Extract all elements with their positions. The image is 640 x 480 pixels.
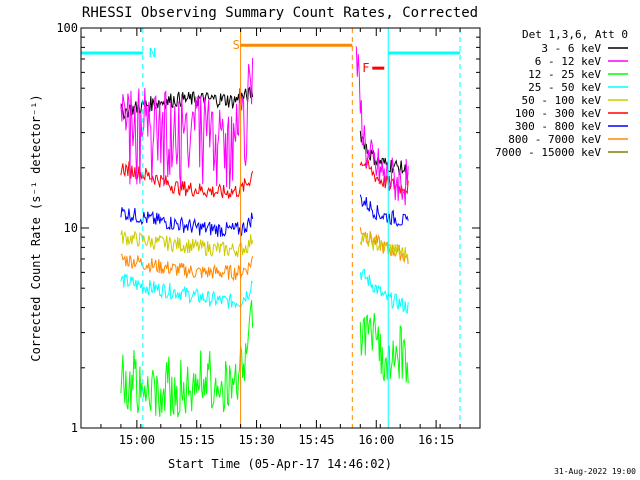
legend-entry-label: 50 - 100 keV [522, 94, 602, 107]
series-line [359, 194, 409, 228]
series-line [120, 57, 254, 190]
plot-frame [80, 27, 481, 429]
y-tick-label: 10 [64, 221, 78, 235]
x-tick-label: 16:15 [418, 433, 454, 447]
y-axis-label: Corrected Count Rate (s⁻¹ detector⁻¹) [29, 94, 43, 361]
series-line [355, 46, 409, 206]
series-line [120, 230, 254, 258]
legend-entry-label: 6 - 12 keV [535, 55, 602, 68]
x-tick-label: 16:00 [358, 433, 394, 447]
series-line [120, 253, 254, 282]
legend-entry-label: 3 - 6 keV [541, 42, 601, 55]
data-layer [120, 46, 409, 418]
annotation-F: F [362, 61, 369, 75]
annotation-layer: N S F [81, 28, 461, 428]
legend-entry-label: 300 - 800 keV [515, 120, 601, 133]
legend-entry-label: 12 - 25 keV [528, 68, 601, 81]
legend-entry-label: 800 - 7000 keV [508, 133, 601, 146]
legend-header: Det 1,3,6, Att 0 [522, 28, 628, 41]
x-tick-label: 15:30 [238, 433, 274, 447]
x-tick-label: 15:15 [179, 433, 215, 447]
annotation-N: N [149, 46, 156, 60]
chart-title: RHESSI Observing Summary Count Rates, Co… [82, 5, 478, 21]
series-line [359, 227, 409, 264]
legend-entry-label: 7000 - 15000 keV [495, 146, 601, 159]
annotation-S: S [233, 38, 240, 52]
x-tick-label: 15:45 [298, 433, 334, 447]
legend-entry-label: 25 - 50 keV [528, 81, 601, 94]
series-line [359, 268, 409, 314]
series-line [120, 207, 254, 238]
y-tick-label: 1 [71, 421, 78, 435]
footer-timestamp: 31-Aug-2022 19:00 [554, 467, 636, 476]
legend-entry-label: 100 - 300 keV [515, 107, 601, 120]
series-line [120, 300, 254, 418]
y-tick-label: 100 [56, 21, 78, 35]
x-tick-label: 15:00 [119, 433, 155, 447]
series-line [359, 232, 409, 262]
x-axis-label: Start Time (05-Apr-17 14:46:02) [168, 457, 392, 471]
axis-layer: 15:00 15:15 15:30 15:45 16:00 16:15 1 10 100 [56, 21, 481, 447]
series-line [359, 312, 409, 384]
